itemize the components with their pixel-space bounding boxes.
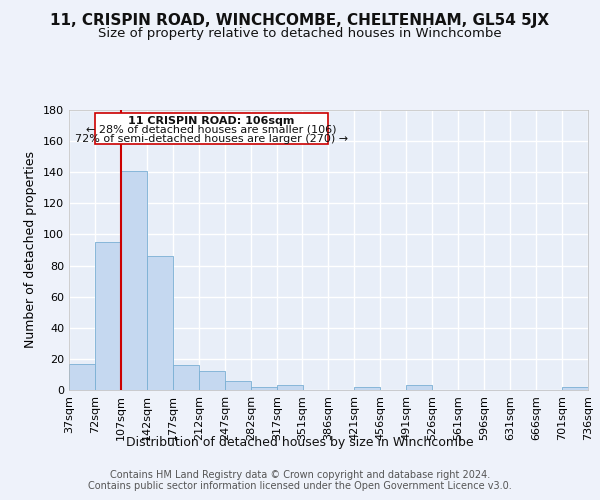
Text: Size of property relative to detached houses in Winchcombe: Size of property relative to detached ho… [98,28,502,40]
Bar [277,386,303,390]
Bar [562,387,588,390]
Bar [147,256,173,390]
Bar [95,242,121,390]
Y-axis label: Number of detached properties: Number of detached properties [25,152,37,348]
Text: ← 28% of detached houses are smaller (106): ← 28% of detached houses are smaller (10… [86,124,337,134]
Bar [406,386,432,390]
Text: Contains HM Land Registry data © Crown copyright and database right 2024.: Contains HM Land Registry data © Crown c… [110,470,490,480]
Bar [121,170,147,390]
Bar [69,364,95,390]
Bar [354,387,380,390]
FancyBboxPatch shape [95,113,328,144]
Bar [251,387,277,390]
Bar [199,372,225,390]
Text: 72% of semi-detached houses are larger (270) →: 72% of semi-detached houses are larger (… [75,134,348,143]
Bar [173,365,199,390]
Bar [225,380,251,390]
Text: 11, CRISPIN ROAD, WINCHCOMBE, CHELTENHAM, GL54 5JX: 11, CRISPIN ROAD, WINCHCOMBE, CHELTENHAM… [50,12,550,28]
Text: 11 CRISPIN ROAD: 106sqm: 11 CRISPIN ROAD: 106sqm [128,116,295,126]
Text: Distribution of detached houses by size in Winchcombe: Distribution of detached houses by size … [126,436,474,449]
Text: Contains public sector information licensed under the Open Government Licence v3: Contains public sector information licen… [88,481,512,491]
